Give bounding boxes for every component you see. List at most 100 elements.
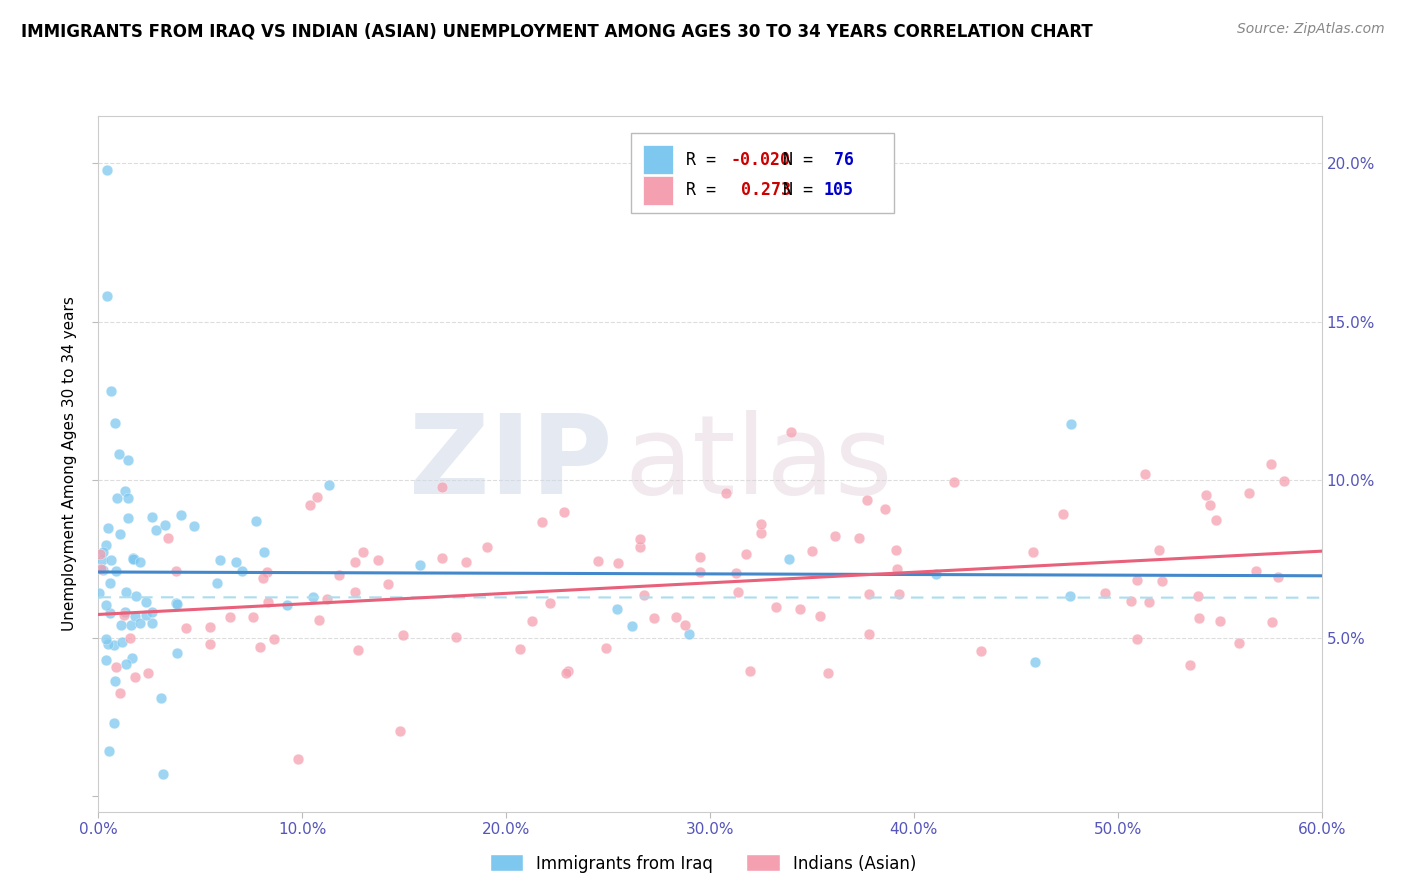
- Point: [129, 555, 152, 569]
- Point: [117, 491, 139, 505]
- Point: [444, 630, 467, 644]
- Point: [318, 478, 340, 492]
- Point: [125, 589, 148, 603]
- Point: [554, 665, 576, 680]
- Point: [586, 553, 609, 567]
- Point: [90, 562, 112, 576]
- Point: [1198, 498, 1220, 512]
- Point: [91, 563, 114, 577]
- Point: [886, 562, 908, 576]
- Point: [117, 510, 139, 524]
- Point: [96, 162, 118, 177]
- Point: [208, 552, 231, 566]
- Point: [129, 615, 152, 630]
- Point: [665, 610, 688, 624]
- Point: [1137, 595, 1160, 609]
- Point: [120, 631, 142, 645]
- Point: [1126, 574, 1149, 588]
- Point: [141, 510, 163, 524]
- Point: [1150, 574, 1173, 589]
- Point: [242, 610, 264, 624]
- Point: [1052, 507, 1074, 521]
- Point: [778, 552, 800, 566]
- Point: [108, 447, 131, 461]
- Point: [100, 384, 122, 398]
- Point: [121, 650, 143, 665]
- Point: [620, 618, 643, 632]
- Point: [942, 475, 965, 489]
- Text: N =: N =: [783, 181, 824, 200]
- Point: [170, 508, 193, 522]
- Point: [749, 525, 772, 540]
- Point: [89, 547, 111, 561]
- Point: [1209, 614, 1232, 628]
- Point: [779, 425, 801, 440]
- Point: [103, 716, 125, 731]
- Point: [135, 595, 157, 609]
- Point: [630, 532, 652, 546]
- Point: [430, 551, 453, 566]
- Point: [808, 609, 831, 624]
- Point: [110, 526, 132, 541]
- FancyBboxPatch shape: [630, 134, 894, 213]
- Point: [1188, 610, 1211, 624]
- Point: [231, 564, 253, 578]
- FancyBboxPatch shape: [643, 176, 673, 205]
- Text: 76: 76: [824, 151, 853, 169]
- Point: [538, 596, 561, 610]
- Point: [115, 657, 138, 672]
- Point: [1147, 542, 1170, 557]
- Point: [553, 506, 575, 520]
- Point: [328, 567, 350, 582]
- Point: [727, 584, 749, 599]
- Point: [166, 647, 188, 661]
- Text: ZIP: ZIP: [409, 410, 612, 517]
- Point: [856, 493, 879, 508]
- Point: [307, 490, 329, 504]
- Point: [149, 691, 172, 706]
- Point: [97, 637, 120, 651]
- Point: [1024, 656, 1046, 670]
- Point: [122, 552, 145, 566]
- Point: [157, 531, 180, 545]
- Point: [104, 659, 127, 673]
- Point: [176, 621, 198, 635]
- Point: [114, 585, 136, 599]
- Point: [628, 540, 651, 554]
- Text: R =: R =: [686, 181, 725, 200]
- Point: [100, 552, 122, 566]
- Point: [740, 664, 762, 678]
- Point: [249, 640, 271, 654]
- Point: [367, 553, 389, 567]
- Point: [875, 502, 897, 516]
- Point: [141, 616, 163, 631]
- Point: [509, 641, 531, 656]
- Point: [749, 517, 772, 532]
- Point: [165, 596, 187, 610]
- Point: [245, 514, 267, 528]
- Point: [1133, 467, 1156, 482]
- Point: [96, 289, 118, 303]
- Point: [1237, 486, 1260, 500]
- Point: [122, 551, 145, 566]
- Point: [104, 564, 127, 578]
- Point: [1126, 632, 1149, 647]
- Point: [98, 575, 121, 590]
- Point: [1227, 636, 1250, 650]
- Text: Source: ZipAtlas.com: Source: ZipAtlas.com: [1237, 22, 1385, 37]
- Point: [734, 548, 756, 562]
- Point: [1260, 457, 1282, 471]
- Point: [122, 552, 145, 566]
- Point: [789, 602, 811, 616]
- Point: [207, 576, 229, 591]
- Point: [120, 617, 142, 632]
- Point: [1022, 545, 1045, 559]
- Point: [200, 620, 222, 634]
- Point: [522, 614, 544, 628]
- Point: [136, 665, 159, 680]
- Point: [124, 670, 146, 684]
- Point: [165, 564, 187, 578]
- Point: [183, 519, 205, 533]
- Point: [824, 529, 846, 543]
- Point: [887, 587, 910, 601]
